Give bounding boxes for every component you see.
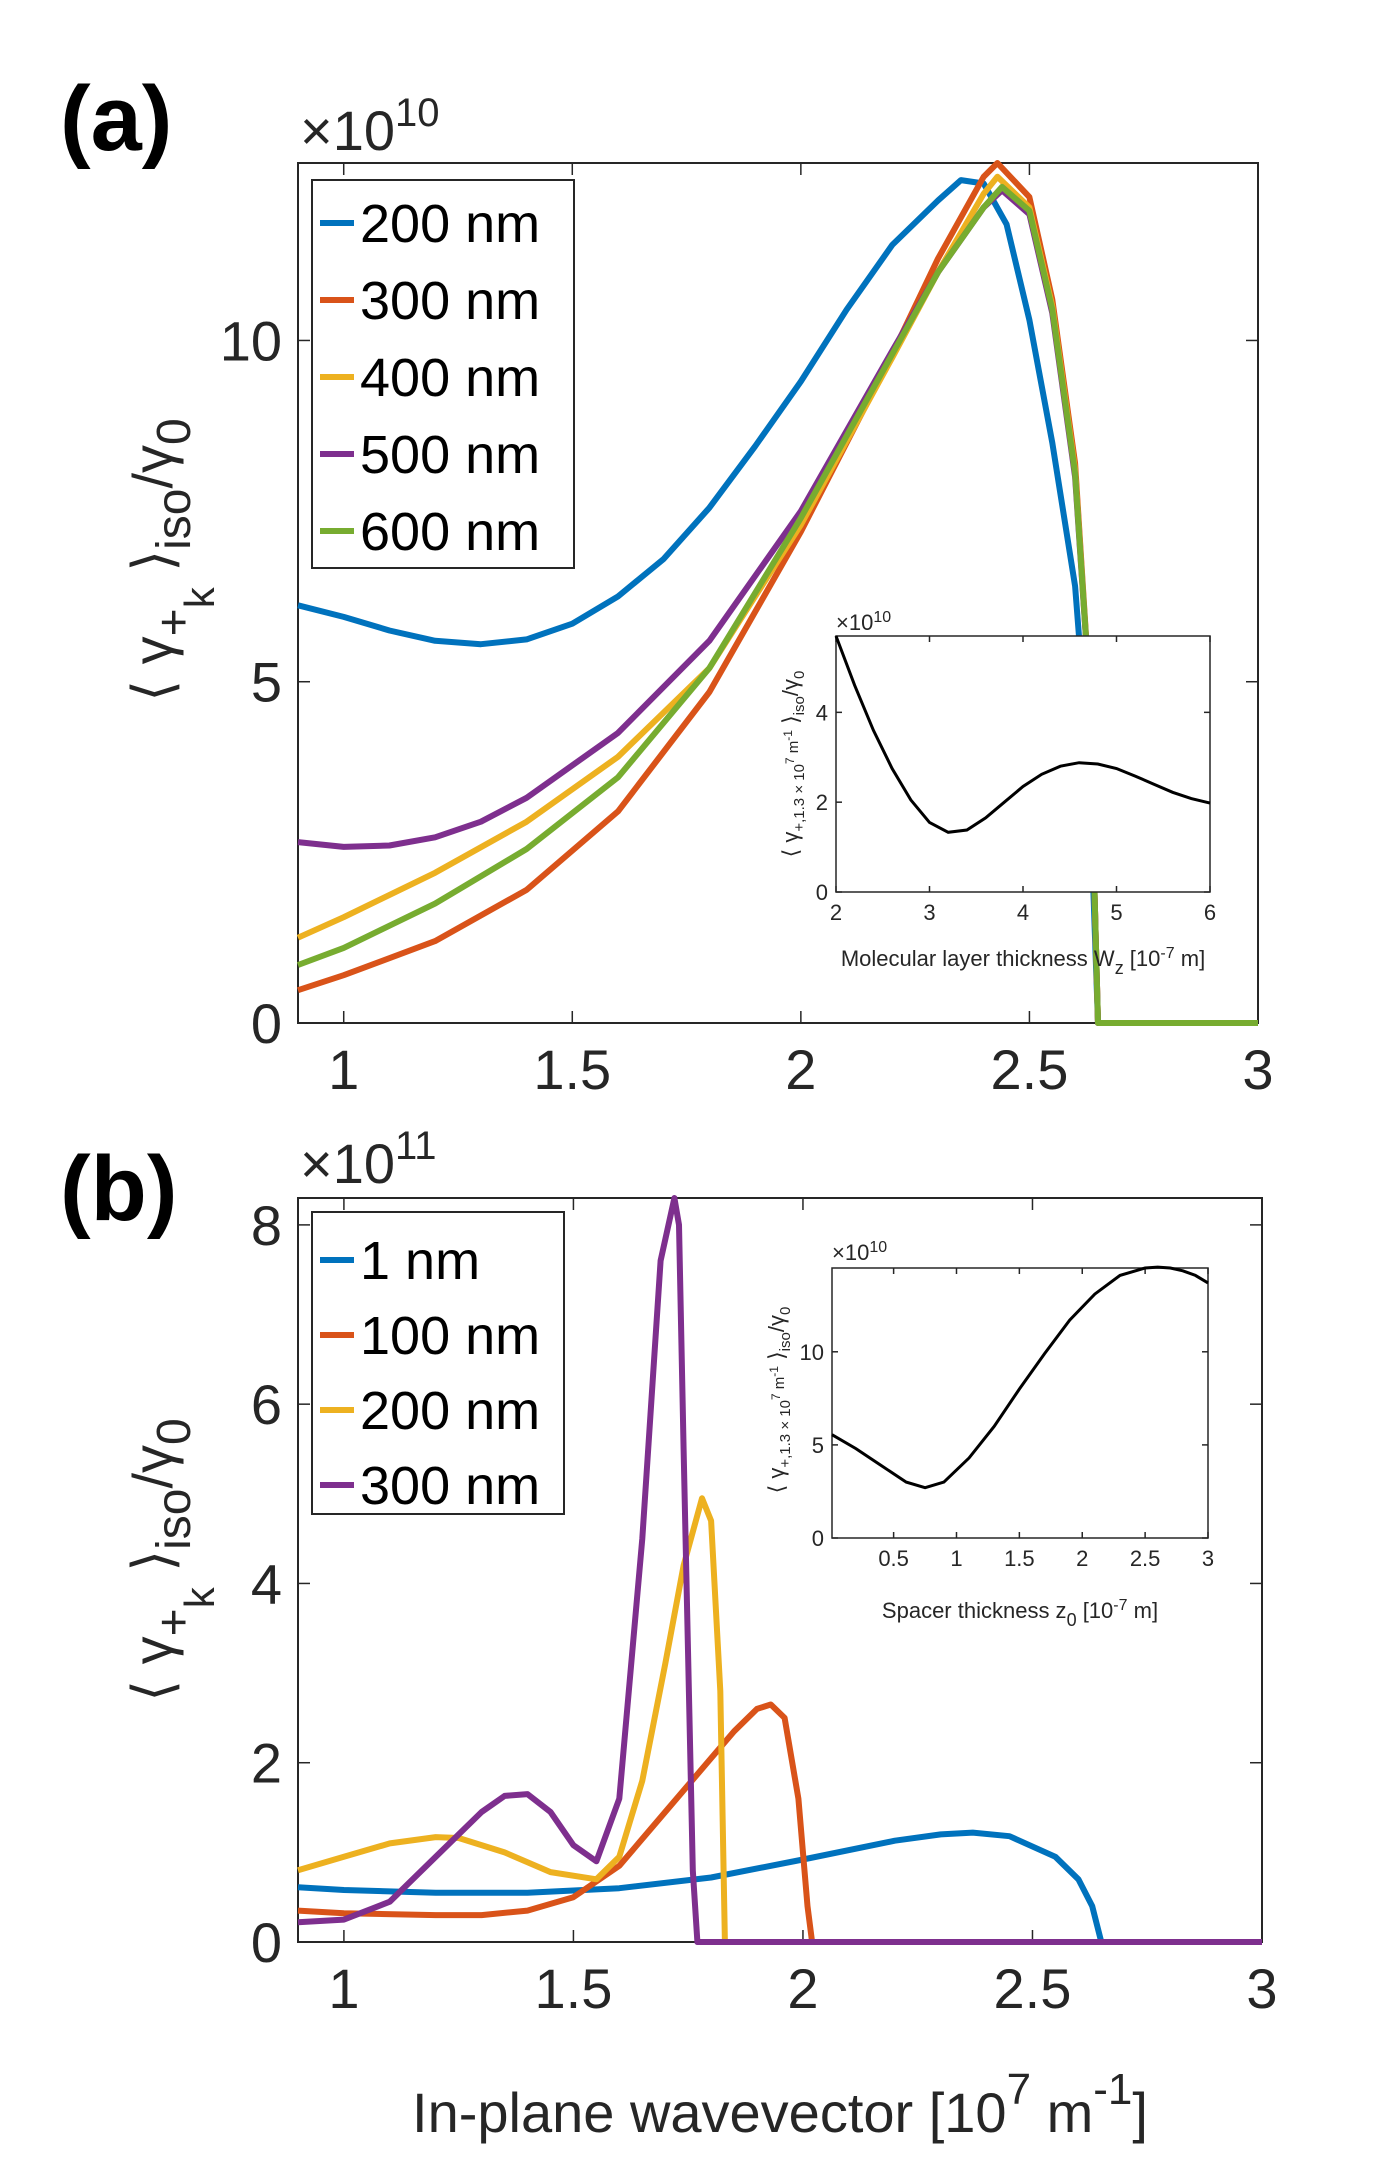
panel-b-inset-xtick-label: 1.5 [1004, 1546, 1035, 1571]
panel-b-series-1-nm [297, 1829, 1262, 1945]
panel-b-xtick-label: 1 [328, 1957, 359, 2020]
panel-b-inset-xtick-label: 2.5 [1130, 1546, 1161, 1571]
panel-b-legend-label: 100 nm [360, 1306, 540, 1366]
panel-b-legend: 1 nm 100 nm 200 nm 300 nm [311, 1211, 565, 1516]
panel-b-ytick-label: 2 [251, 1732, 282, 1795]
panel-a-ytick-label: 0 [251, 992, 282, 1055]
panel-a-ytick-label: 5 [251, 651, 282, 714]
panel-a-legend-label: 200 nm [360, 194, 540, 254]
panel-b-label: (b) [60, 1138, 177, 1240]
panel-a-inset-xtick-label: 6 [1204, 900, 1216, 925]
panel-b-inset-ytick-label: 0 [812, 1526, 824, 1551]
panel-a-label: (a) [60, 68, 172, 170]
panel-b-inset-xtick-label: 0.5 [878, 1546, 909, 1571]
panel-a-inset-xtick-label: 2 [830, 900, 842, 925]
panel-a-xtick-label: 2.5 [990, 1038, 1068, 1101]
panel-a-inset-line [834, 635, 1211, 834]
panel-a-series-600-nm [296, 183, 1258, 1026]
panel-b-inset-xtick-label: 2 [1076, 1546, 1088, 1571]
panel-b-legend-label: 1 nm [360, 1231, 480, 1291]
panel-a-legend-label: 500 nm [360, 425, 540, 485]
panel-a-ylabel: ⟨ γ+k ⟩iso/γ0 [121, 418, 223, 701]
panel-b-series-300-nm [297, 1195, 1262, 1945]
panel-a-inset-ytick-label: 4 [816, 700, 828, 725]
panel-b-inset-ytick-label: 10 [800, 1340, 824, 1365]
panel-a-xtick-label: 2 [785, 1038, 816, 1101]
panel-b-inset-ytick-label: 5 [812, 1433, 824, 1458]
panel-a-xtick-label: 3 [1242, 1038, 1273, 1101]
panel-a-xtick-label: 1.5 [533, 1038, 611, 1101]
panel-a-series-200-nm [297, 177, 1258, 1026]
panel-a-inset-ytick-label: 0 [816, 880, 828, 905]
panel-a-ytick-label: 10 [220, 309, 282, 372]
panel-a-xtick-label: 1 [328, 1038, 359, 1101]
panel-b-ytick-label: 4 [251, 1552, 282, 1615]
panel-b-legend-label: 200 nm [360, 1381, 540, 1441]
panel-a-legend-label: 400 nm [360, 348, 540, 408]
panel-b-exponent: ×1011 [300, 1124, 437, 1195]
panel-b-xtick-label: 2 [787, 1957, 818, 2020]
panel-b-ticks: 1 1.5 2 2.5 3 0 2 4 6 8 [251, 1194, 1278, 2020]
panel-a-legend-label: 300 nm [360, 271, 540, 331]
panel-a-inset-xtick-label: 4 [1017, 900, 1029, 925]
panel-b-ylabel: ⟨ γ+k ⟩iso/γ0 [121, 1418, 223, 1701]
panel-b-xtick-label: 3 [1246, 1957, 1277, 2020]
panel-a-legend-label: 600 nm [360, 502, 540, 562]
panel-b-ytick-label: 0 [251, 1911, 282, 1974]
panel-a-inset-ylabel: ⟨ γ+,1.3 × 107 m-1 ⟩iso/γ0 [778, 671, 808, 858]
panel-a-ticks: 1 1.5 2 2.5 3 0 5 10 [220, 163, 1274, 1101]
panel-b-inset-xtick-label: 3 [1202, 1546, 1214, 1571]
panel-b-series [297, 1195, 1262, 1945]
panel-a-legend: 200 nm 300 nm 400 nm 500 nm 600 nm [311, 179, 575, 569]
panel-b-series-200-nm [297, 1495, 1262, 1945]
panel-a-series [296, 160, 1258, 1026]
panel-b-inset-xtick-label: 1 [950, 1546, 962, 1571]
panel-b-ytick-label: 6 [251, 1373, 282, 1436]
panel-b-inset-line [831, 1265, 1209, 1490]
panel-a-inset-xtick-label: 3 [923, 900, 935, 925]
panel-a-exponent: ×1010 [300, 91, 440, 162]
panel-b-xtick-label: 2.5 [994, 1957, 1072, 2020]
panel-b-xtick-label: 1.5 [534, 1957, 612, 2020]
panel-b-ytick-label: 8 [251, 1194, 282, 1257]
panel-b-legend-label: 300 nm [360, 1456, 540, 1516]
panel-a-inset-xtick-label: 5 [1110, 900, 1122, 925]
panel-a-inset-ytick-label: 2 [816, 790, 828, 815]
x-axis-label: In-plane wavevector [107 m-1] [412, 2065, 1148, 2144]
panel-b-series-100-nm [297, 1701, 1262, 1945]
